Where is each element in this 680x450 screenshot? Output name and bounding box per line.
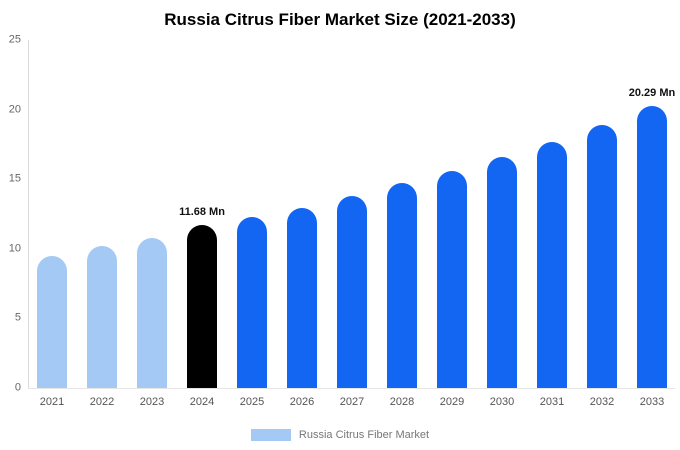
- x-axis-label: 2030: [489, 396, 515, 408]
- bar-2033: [637, 105, 667, 388]
- y-axis-tick-label: 25: [8, 33, 21, 46]
- bar-column: 2027: [336, 40, 368, 408]
- bar-column: 2032: [586, 40, 618, 408]
- plot-area: 2021 2022 2023 11.68 Mn 2024 2025 2026 2027 2028…: [28, 40, 675, 408]
- bar-2022: [87, 246, 117, 388]
- x-axis-label: 2027: [339, 396, 365, 408]
- legend-label: Russia Citrus Fiber Market: [298, 429, 430, 441]
- chart-title: Russia Citrus Fiber Market Size (2021-20…: [164, 10, 516, 29]
- value-label: 11.68 Mn: [179, 206, 225, 219]
- x-axis-label: 2029: [439, 396, 465, 408]
- x-axis-label: 2025: [239, 396, 265, 408]
- bar-2028: [387, 183, 417, 388]
- bar-column: 2029: [436, 40, 468, 408]
- bar-2026: [287, 207, 317, 388]
- x-axis-label: 2023: [139, 396, 165, 408]
- bars-group: 2021 2022 2023 11.68 Mn 2024 2025 2026 2027 2028…: [29, 40, 675, 408]
- bar-2031: [537, 141, 567, 388]
- bar-column: 2025: [236, 40, 268, 408]
- bar-column: 2022: [86, 40, 118, 408]
- bar-2032: [587, 124, 617, 388]
- bar-2027: [337, 195, 367, 388]
- y-axis-tick-label: 0: [14, 381, 21, 394]
- bar-column: 2026: [286, 40, 318, 408]
- bar-column: 11.68 Mn 2024: [179, 40, 225, 408]
- x-axis-label: 2032: [589, 396, 615, 408]
- x-axis-label: 2026: [289, 396, 315, 408]
- bar-2024: [187, 225, 217, 388]
- legend: Russia Citrus Fiber Market: [0, 429, 680, 441]
- bar-column: 2031: [536, 40, 568, 408]
- x-axis-label: 2033: [639, 396, 665, 408]
- x-axis-label: 2024: [189, 396, 215, 408]
- bar-column: 2028: [386, 40, 418, 408]
- value-label: 20.29 Mn: [628, 86, 676, 99]
- x-axis-label: 2022: [89, 396, 115, 408]
- bar-column: 20.29 Mn 2033: [629, 40, 675, 408]
- bar-column: 2023: [136, 40, 168, 408]
- bar-2025: [237, 216, 267, 388]
- y-axis-tick-label: 20: [8, 103, 21, 116]
- bar-2021: [37, 255, 67, 388]
- y-axis-tick-label: 5: [14, 311, 21, 324]
- x-axis-label: 2028: [389, 396, 415, 408]
- bar-column: 2021: [36, 40, 68, 408]
- bar-2023: [137, 238, 167, 388]
- x-axis-label: 2031: [539, 396, 565, 408]
- x-axis-label: 2021: [39, 396, 65, 408]
- y-axis-tick-label: 10: [8, 242, 21, 255]
- bar-2030: [487, 156, 517, 388]
- y-axis-tick-label: 15: [8, 172, 21, 185]
- bar-2029: [437, 170, 467, 388]
- y-axis: 0 5 10 15 20 25: [0, 34, 26, 393]
- legend-swatch: [250, 429, 291, 441]
- bar-column: 2030: [486, 40, 518, 408]
